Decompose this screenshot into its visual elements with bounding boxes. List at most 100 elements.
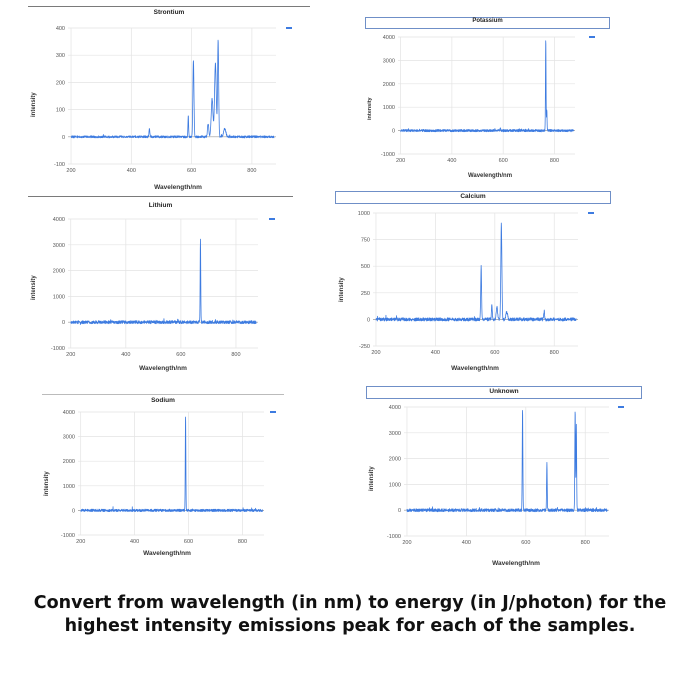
- y-tick-label: -100: [54, 162, 65, 168]
- y-tick-label: 4000: [53, 217, 65, 223]
- chart-title: Strontium: [153, 9, 185, 16]
- y-tick-label: 4000: [63, 410, 75, 416]
- x-tick-label: 400: [431, 350, 440, 356]
- legend-marker: [618, 406, 624, 408]
- y-tick-label: 1000: [53, 294, 65, 300]
- y-tick-label: 750: [361, 238, 370, 244]
- x-tick-label: 600: [184, 539, 193, 545]
- x-tick-label: 200: [76, 539, 85, 545]
- y-tick-label: 2000: [383, 82, 395, 88]
- y-tick-label: 200: [56, 80, 65, 86]
- chart-panel-lithium: Lithium intensity Wavelength/nm -1000 0 10…: [28, 195, 293, 373]
- x-tick-label: 200: [396, 158, 405, 164]
- legend-marker: [286, 27, 292, 29]
- chart-title: Unknown: [489, 388, 519, 395]
- x-tick-label: 200: [371, 350, 380, 356]
- chart-title-box: [335, 191, 611, 204]
- x-axis-label: Wavelength/nm: [467, 173, 513, 179]
- legend-marker: [269, 218, 275, 220]
- chart-panel-calcium: Calcium intensity Wavelength/nm -250 0 250…: [335, 191, 611, 376]
- question-text: Convert from wavelength (in nm) to energ…: [33, 593, 667, 636]
- x-tick-label: 200: [66, 352, 75, 358]
- y-tick-label: 1000: [389, 482, 401, 488]
- y-tick-label: 3000: [389, 431, 401, 437]
- y-tick-label: -1000: [381, 152, 395, 158]
- series-line-intensity: [375, 222, 577, 322]
- x-axis-label: Wavelength/nm: [139, 365, 187, 372]
- chart-plot-calcium: -250 0 250 500 750 1000 200 400 600 800: [358, 211, 578, 356]
- x-axis-label: Wavelength/nm: [492, 560, 540, 567]
- y-tick-label: -1000: [387, 534, 401, 540]
- x-axis-label: Wavelength/nm: [451, 365, 499, 372]
- legend-marker: [589, 36, 595, 38]
- chart-panel-potassium: Potassium intensity Wavelength/nm -1000 0…: [365, 17, 610, 184]
- x-axis-label: Wavelength/nm: [154, 184, 202, 191]
- x-tick-label: 800: [581, 540, 590, 546]
- chart-title: Calcium: [460, 193, 486, 200]
- series-line-intensity: [400, 40, 574, 133]
- y-tick-label: 1000: [383, 105, 395, 111]
- x-tick-label: 400: [121, 352, 130, 358]
- x-tick-label: 800: [550, 158, 559, 164]
- y-tick-label: 300: [56, 53, 65, 59]
- y-tick-label: 500: [361, 264, 370, 270]
- x-tick-label: 600: [187, 168, 196, 174]
- y-tick-label: -1000: [61, 533, 75, 539]
- x-tick-label: 600: [176, 352, 185, 358]
- y-tick-label: 2000: [389, 457, 401, 463]
- chart-plot-potassium: -1000 0 1000 2000 3000 4000 200 400 600 800: [381, 35, 575, 164]
- series-line-intensity: [70, 238, 257, 325]
- chart-plot-unknown: -1000 0 1000 2000 3000 4000 200 400 600 800: [387, 405, 609, 546]
- chart-panel-strontium: Strontium intensity Wavelength/nm -100 0 1…: [28, 4, 310, 192]
- x-tick-label: 800: [238, 539, 247, 545]
- chart-title-box: [365, 17, 610, 29]
- y-tick-label: 3000: [53, 243, 65, 249]
- chart-plot-lithium: -1000 0 1000 2000 3000 4000 200 400 600 800: [51, 217, 258, 358]
- panel-top-border: [28, 196, 293, 197]
- x-tick-label: 200: [402, 540, 411, 546]
- chart-plot-strontium: -100 0 100 200 300 400 200 400 600 800: [54, 26, 276, 174]
- chart-title-box: [366, 386, 642, 399]
- y-tick-label: 250: [361, 291, 370, 297]
- x-tick-label: 200: [66, 168, 75, 174]
- x-tick-label: 600: [490, 350, 499, 356]
- x-tick-label: 600: [521, 540, 530, 546]
- y-tick-label: 0: [62, 320, 65, 326]
- y-tick-label: 1000: [63, 484, 75, 490]
- series-line-intensity: [80, 416, 263, 513]
- y-tick-label: 0: [72, 508, 75, 514]
- chart-panel-sodium: Sodium intensity Wavelength/nm -1000 0 100…: [42, 393, 284, 561]
- y-tick-label: 4000: [389, 405, 401, 411]
- x-tick-label: 400: [462, 540, 471, 546]
- series-line-intensity: [70, 39, 275, 139]
- chart-panel-unknown: Unknown intensity Wavelength/nm -1000 0 10…: [366, 386, 642, 572]
- x-tick-label: 800: [231, 352, 240, 358]
- chart-title: Potassium: [472, 18, 503, 24]
- y-tick-label: 3000: [383, 58, 395, 64]
- y-tick-label: 100: [56, 108, 65, 114]
- x-tick-label: 400: [447, 158, 456, 164]
- y-tick-label: 0: [367, 317, 370, 323]
- chart-plot-sodium: -1000 0 1000 2000 3000 4000 200 400 600 800: [61, 410, 264, 545]
- y-tick-label: 4000: [383, 35, 395, 41]
- y-tick-label: 400: [56, 26, 65, 32]
- x-tick-label: 400: [127, 168, 136, 174]
- chart-title: Sodium: [151, 397, 175, 404]
- x-tick-label: 400: [130, 539, 139, 545]
- y-tick-label: -250: [359, 344, 370, 350]
- y-tick-label: 1000: [358, 211, 370, 217]
- x-tick-label: 600: [499, 158, 508, 164]
- series-line-intensity: [406, 410, 608, 513]
- y-tick-label: 0: [398, 508, 401, 514]
- panel-top-border: [42, 394, 284, 395]
- x-tick-label: 800: [247, 168, 256, 174]
- y-tick-label: 2000: [53, 269, 65, 275]
- legend-marker: [588, 212, 594, 214]
- x-tick-label: 800: [550, 350, 559, 356]
- x-axis-label: Wavelength/nm: [143, 550, 191, 557]
- panel-top-border: [28, 6, 310, 7]
- legend-marker: [270, 411, 276, 413]
- y-tick-label: 2000: [63, 459, 75, 465]
- y-tick-label: -1000: [51, 346, 65, 352]
- y-tick-label: 3000: [63, 435, 75, 441]
